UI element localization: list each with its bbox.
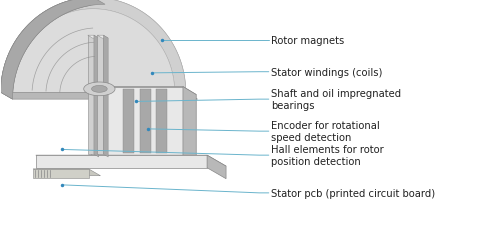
Polygon shape (207, 155, 226, 179)
Text: Hall elements for rotor
position detection: Hall elements for rotor position detecti… (271, 145, 384, 166)
Text: Stator windings (coils): Stator windings (coils) (271, 67, 383, 77)
Polygon shape (0, 0, 186, 93)
Polygon shape (123, 90, 134, 153)
Polygon shape (103, 36, 108, 157)
Polygon shape (0, 0, 105, 100)
Polygon shape (183, 87, 196, 166)
Polygon shape (12, 10, 175, 93)
Polygon shape (94, 36, 99, 157)
Polygon shape (33, 169, 89, 178)
Text: Shaft and oil impregnated
bearings: Shaft and oil impregnated bearings (271, 89, 401, 110)
Polygon shape (0, 93, 198, 100)
Polygon shape (91, 87, 183, 158)
Polygon shape (36, 155, 226, 166)
Polygon shape (92, 86, 107, 93)
Polygon shape (97, 36, 108, 39)
Polygon shape (0, 0, 91, 100)
Text: Stator pcb (printed circuit board): Stator pcb (printed circuit board) (271, 188, 435, 198)
Polygon shape (88, 36, 94, 154)
Polygon shape (84, 83, 115, 96)
Polygon shape (88, 36, 99, 39)
Polygon shape (140, 90, 151, 153)
Polygon shape (36, 155, 207, 168)
Polygon shape (33, 169, 100, 176)
Text: Encoder for rotational
speed detection: Encoder for rotational speed detection (271, 121, 380, 142)
Polygon shape (0, 0, 186, 93)
Polygon shape (91, 87, 196, 95)
Polygon shape (156, 90, 168, 153)
Text: Rotor magnets: Rotor magnets (271, 35, 344, 46)
Polygon shape (97, 36, 103, 154)
